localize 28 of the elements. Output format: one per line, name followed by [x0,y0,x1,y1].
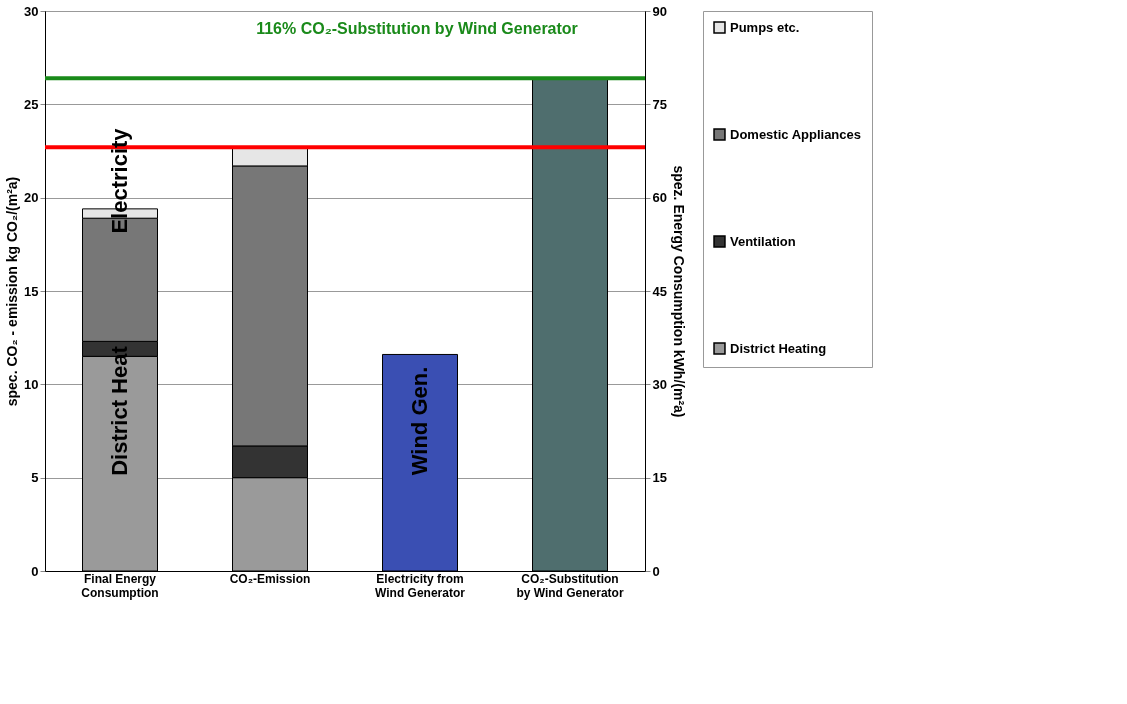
y2-axis-title: spez. Energy Consumption kWh/(m²a) [670,165,687,418]
y-tick-label: 5 [31,470,39,486]
legend-label: Ventilation [730,233,796,249]
legend-label: Domestic Appliances [730,126,862,142]
y-axis-title: spec. CO₂ - emission kg CO₂/(m²a) [4,176,21,407]
legend-label: Pumps etc. [730,19,800,35]
legend-label: District Heating [730,340,827,356]
y2-tick-label: 75 [652,96,667,112]
annotation: District Heat [107,345,132,476]
y-tick-label: 0 [31,563,39,579]
y2-tick-label: 30 [652,376,667,392]
y-tick-label: 25 [24,96,39,112]
annotation: 116% CO₂-Substitution by Wind Generator [256,20,578,37]
y-tick-label: 15 [24,283,39,299]
annotation: Electricity [107,127,132,234]
annotation: Wind Gen. [407,366,432,476]
x-tick-label: Electricity from Wind Generator [375,571,466,600]
y-tick-label: 20 [24,190,39,206]
y2-tick-label: 0 [652,563,660,579]
x-tick-label: CO₂-Substitution by Wind Generator [516,571,624,600]
y2-tick-label: 60 [652,190,667,206]
y2-tick-label: 15 [652,470,667,486]
x-tick-label: Final Energy Consumption [81,571,159,600]
x-tick-label: CO₂-Emission [229,571,311,586]
y2-tick-label: 90 [652,3,667,19]
y-tick-label: 30 [24,3,39,19]
y-tick-label: 10 [24,376,39,392]
y2-tick-label: 45 [652,283,667,299]
